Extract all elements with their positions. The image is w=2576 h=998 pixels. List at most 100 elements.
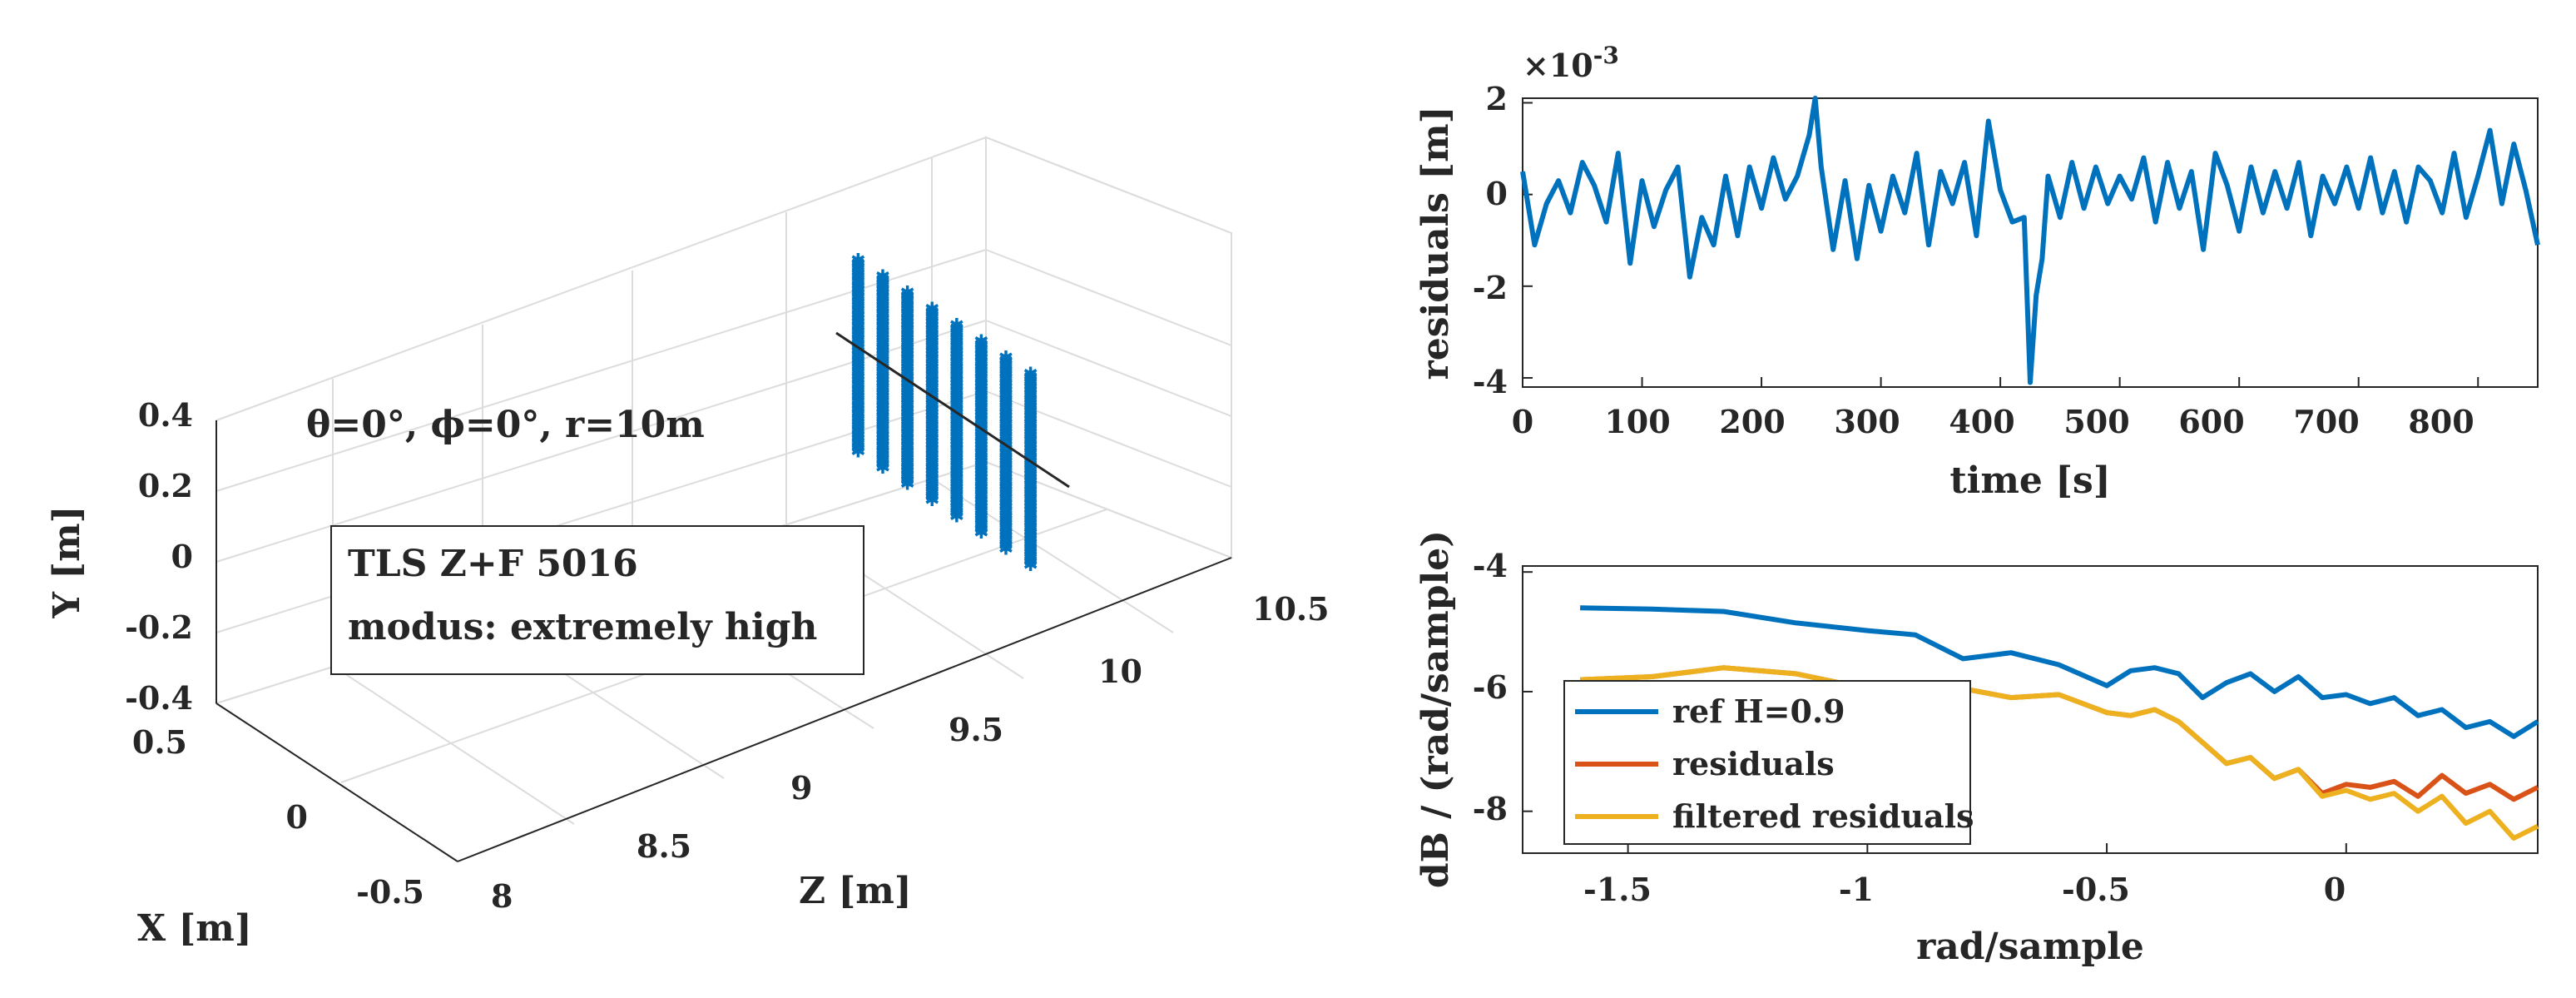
scan-point: ✱	[949, 497, 964, 518]
scan-point: ✱	[850, 315, 865, 336]
scan-point: ✱	[924, 315, 939, 336]
scan-point: ✱	[899, 425, 914, 446]
scan-point: ✱	[1023, 461, 1038, 482]
scan-point: ✱	[850, 380, 865, 401]
scan-point: ✱	[875, 273, 890, 294]
scan-point: ✱	[899, 400, 914, 420]
scan-point: ✱	[973, 454, 988, 475]
scan-point: ✱	[973, 442, 988, 463]
y-tick: -0.2	[125, 608, 193, 646]
scan-point: ✱	[949, 478, 964, 499]
instrument-legend-box: TLS Z+F 5016 modus: extremely high	[330, 525, 864, 675]
scan-point: ✱	[850, 348, 865, 369]
z-tick: 10	[1098, 653, 1142, 690]
scan-point: ✱	[899, 416, 914, 437]
scan-point: ✱	[875, 410, 890, 430]
scan-point: ✱	[949, 377, 964, 398]
scan-point: ✱	[850, 413, 865, 434]
scan-point: ✱	[875, 322, 890, 343]
scan-point: ✱	[924, 300, 939, 320]
scan-point: ✱	[875, 296, 890, 317]
scan-point: ✱	[875, 432, 890, 453]
scan-point: ✱	[924, 477, 939, 498]
scan-point: ✱	[850, 299, 865, 320]
scan-point-columns: ✱✱✱✱✱✱✱✱✱✱✱✱✱✱✱✱✱✱✱✱✱✱✱✱✱✱✱✱✱✱✱✱✱✱✱✱✱✱✱✱…	[850, 251, 1038, 576]
scan-point: ✱	[998, 403, 1013, 424]
scan-point: ✱	[973, 374, 988, 395]
scan-point: ✱	[949, 507, 964, 528]
scan-point: ✱	[973, 390, 988, 411]
scan-point: ✱	[973, 406, 988, 427]
scan-point: ✱	[998, 504, 1013, 524]
scan-point: ✱	[924, 439, 939, 459]
scan-point: ✱	[850, 357, 865, 378]
scan-point: ✱	[875, 380, 890, 401]
x-tick: -0.5	[2062, 871, 2130, 908]
scan-point: ✱	[924, 351, 939, 372]
scan-point: ✱	[998, 526, 1013, 547]
scan-point: ✱	[949, 355, 964, 375]
ref-series-line	[1580, 605, 2539, 739]
scan-point: ✱	[998, 416, 1013, 437]
scan-point: ✱	[998, 351, 1013, 372]
scan-point: ✱	[875, 312, 890, 333]
scan-point: ✱	[998, 423, 1013, 444]
scan-point: ✱	[998, 406, 1013, 427]
scan-point: ✱	[998, 390, 1013, 411]
scan-point: ✱	[850, 286, 865, 307]
scan-point: ✱	[924, 468, 939, 489]
z-tick: 8	[491, 877, 513, 915]
scan-point: ✱	[998, 364, 1013, 385]
scan-point: ✱	[899, 429, 914, 449]
scan-point: ✱	[875, 309, 890, 330]
scan-point: ✱	[899, 406, 914, 427]
scan-point: ✱	[875, 364, 890, 385]
scan-point: ✱	[973, 348, 988, 369]
scan-point: ✱	[1023, 380, 1038, 401]
scan-point: ✱	[1023, 552, 1038, 573]
x-tick: -0.5	[356, 873, 424, 911]
scan-point: ✱	[949, 319, 964, 340]
x-tick-labels: 0 100 200 300 400 500 600 700 800	[1512, 403, 2474, 440]
scan-point: ✱	[899, 309, 914, 330]
scan-point: ✱	[924, 448, 939, 469]
scan-point: ✱	[973, 351, 988, 372]
scan-point: ✱	[949, 500, 964, 521]
scan-point: ✱	[949, 422, 964, 443]
scan-point: ✱	[875, 396, 890, 417]
scan-point: ✱	[875, 293, 890, 314]
scan-point: ✱	[850, 364, 865, 385]
scan-point: ✱	[899, 435, 914, 456]
scan-point: ✱	[850, 309, 865, 330]
scan-parameters-annotation: θ=0°, ϕ=0°, r=10m	[306, 404, 705, 446]
scan-point: ✱	[949, 484, 964, 504]
scan-point: ✱	[899, 322, 914, 343]
scan-point: ✱	[875, 267, 890, 288]
scan-point: ✱	[924, 319, 939, 340]
scan-point: ✱	[998, 474, 1013, 495]
y-tick-labels: -4 -6 -8	[1473, 547, 1508, 827]
legend-label-residuals: residuals	[1672, 745, 1835, 782]
scan-point: ✱	[973, 403, 988, 424]
scan-point: ✱	[949, 449, 964, 469]
y-tick: -8	[1473, 790, 1508, 827]
y-tick: -4	[1473, 363, 1508, 400]
scan-point: ✱	[850, 425, 865, 446]
scan-point: ✱	[875, 390, 890, 410]
scan-point: ✱	[949, 374, 964, 395]
scan-point: ✱	[924, 413, 939, 434]
scan-point: ✱	[973, 513, 988, 534]
scan-point: ✱	[899, 458, 914, 479]
scan-point: ✱	[924, 454, 939, 475]
scan-point: ✱	[1023, 435, 1038, 456]
scan-point: ✱	[899, 380, 914, 401]
scan-point: ✱	[998, 370, 1013, 391]
residuals-series-line	[1520, 96, 2540, 385]
scan-point: ✱	[850, 410, 865, 430]
scan-point: ✱	[899, 445, 914, 466]
scan-point: ✱	[998, 361, 1013, 382]
scan-point: ✱	[875, 406, 890, 427]
scan-point: ✱	[899, 451, 914, 472]
scan-point: ✱	[973, 471, 988, 492]
scan-point: ✱	[1023, 484, 1038, 504]
